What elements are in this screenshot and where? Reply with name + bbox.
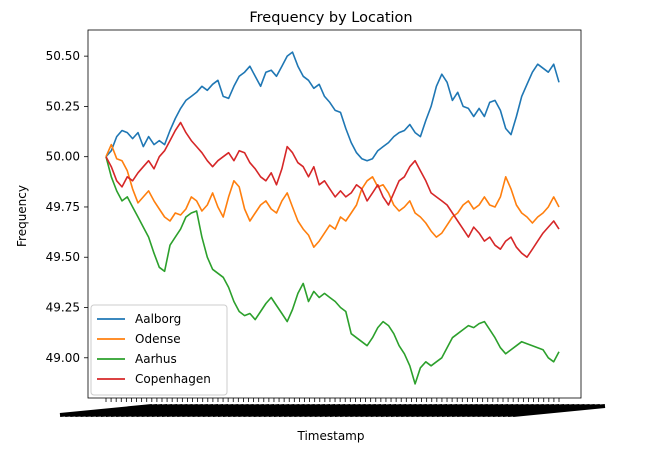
series-layer <box>105 51 560 385</box>
legend-label: Odense <box>135 332 181 346</box>
y-tick-label: 50.50 <box>46 49 80 63</box>
legend-label: Copenhagen <box>135 372 211 386</box>
y-tick-label: 49.75 <box>46 200 80 214</box>
plot-frame <box>87 29 582 399</box>
series-line-aarhus <box>105 156 560 385</box>
legend-box <box>90 304 228 396</box>
x-axis-title: Timestamp <box>297 429 365 443</box>
y-tick-label: 49.00 <box>46 351 80 365</box>
series-line-aalborg <box>105 51 560 162</box>
chart-title: Frequency by Location <box>249 10 412 26</box>
y-tick-label: 49.25 <box>46 301 80 315</box>
series-line-odense <box>105 143 560 248</box>
y-axis: 49.00 49.25 49.50 49.75 50.00 50.25 50.50 <box>46 49 88 365</box>
y-tick-label: 50.25 <box>46 99 80 113</box>
x-axis <box>59 398 606 417</box>
series-line-copenhagen <box>105 121 560 259</box>
legend-label: Aarhus <box>135 352 177 366</box>
y-tick-label: 49.50 <box>46 250 80 264</box>
legend-label: Aalborg <box>135 312 181 326</box>
y-tick-label: 50.00 <box>46 150 80 164</box>
legend: Aalborg Odense Aarhus Copenhagen <box>90 304 228 396</box>
x-tick-label <box>512 404 606 417</box>
y-axis-title: Frequency <box>15 185 29 247</box>
